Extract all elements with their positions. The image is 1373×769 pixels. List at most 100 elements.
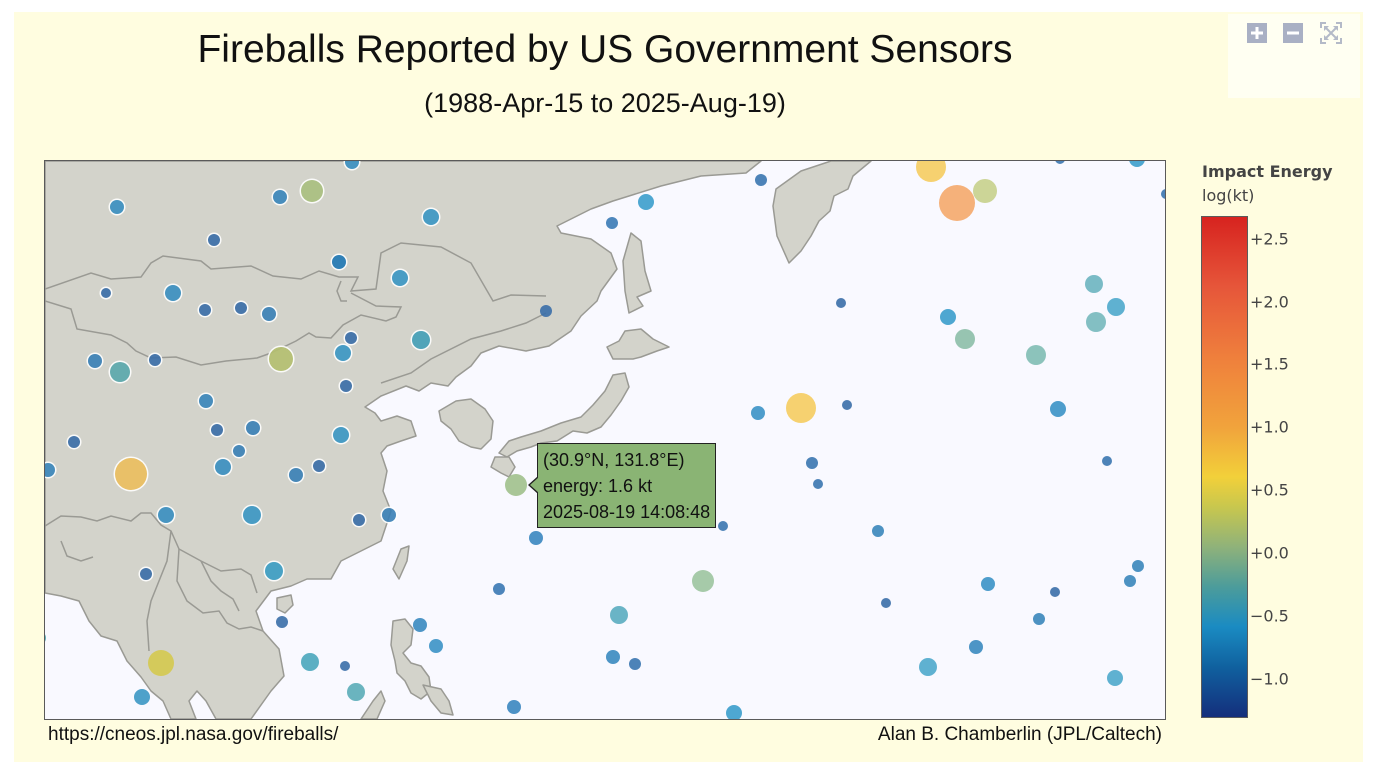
- fireball-marker[interactable]: [755, 174, 767, 186]
- source-link[interactable]: https://cneos.jpl.nasa.gov/fireballs/: [48, 724, 339, 745]
- colorbar-tick-label: −0.5: [1250, 606, 1289, 626]
- fireball-marker[interactable]: [149, 354, 161, 366]
- fireball-marker[interactable]: [101, 288, 111, 298]
- fireball-marker[interactable]: [392, 270, 408, 286]
- fireball-marker[interactable]: [1161, 189, 1165, 199]
- fireball-marker[interactable]: [955, 329, 975, 349]
- fireball-marker[interactable]: [1033, 613, 1045, 625]
- fireball-marker[interactable]: [412, 331, 430, 349]
- fireball-marker[interactable]: [382, 508, 396, 522]
- fireball-marker[interactable]: [1085, 275, 1103, 293]
- fireball-marker[interactable]: [610, 606, 628, 624]
- geo-map[interactable]: [44, 160, 1166, 720]
- fireball-marker[interactable]: [981, 577, 995, 591]
- fireball-marker[interactable]: [158, 507, 174, 523]
- fireball-marker[interactable]: [529, 531, 543, 545]
- fireball-marker[interactable]: [606, 217, 618, 229]
- fireball-marker[interactable]: [110, 362, 130, 382]
- fireball-marker[interactable]: [333, 427, 349, 443]
- fireball-marker[interactable]: [246, 421, 260, 435]
- fireball-marker[interactable]: [215, 459, 231, 475]
- fireball-marker[interactable]: [423, 209, 439, 225]
- fireball-marker[interactable]: [881, 598, 891, 608]
- fireball-marker[interactable]: [140, 568, 152, 580]
- fireball-marker[interactable]: [940, 309, 956, 325]
- fireball-marker[interactable]: [208, 234, 220, 246]
- fireball-marker[interactable]: [1124, 575, 1136, 587]
- fireball-marker[interactable]: [916, 161, 946, 182]
- fireball-marker[interactable]: [265, 562, 283, 580]
- fireball-marker[interactable]: [1086, 312, 1106, 332]
- fireball-marker[interactable]: [335, 345, 351, 361]
- fireball-marker[interactable]: [1026, 345, 1046, 365]
- colorbar-tick-label: +2.0: [1250, 292, 1289, 312]
- fireball-marker[interactable]: [939, 185, 975, 221]
- reset-view-button[interactable]: [1319, 21, 1343, 45]
- fireball-marker[interactable]: [345, 332, 357, 344]
- fireball-marker[interactable]: [786, 393, 816, 423]
- land-masses: [45, 161, 872, 719]
- fireball-marker[interactable]: [842, 400, 852, 410]
- fireball-marker[interactable]: [340, 661, 350, 671]
- fireball-marker[interactable]: [1129, 161, 1145, 167]
- fireball-marker[interactable]: [1132, 560, 1144, 572]
- fireball-marker[interactable]: [233, 445, 245, 457]
- fireball-marker[interactable]: [973, 179, 997, 203]
- fireball-marker[interactable]: [692, 570, 714, 592]
- fireball-marker[interactable]: [301, 180, 323, 202]
- fireball-marker[interactable]: [813, 479, 823, 489]
- fireball-marker[interactable]: [493, 583, 505, 595]
- fireball-marker[interactable]: [301, 653, 319, 671]
- fireball-marker[interactable]: [115, 458, 147, 490]
- fireball-marker[interactable]: [347, 683, 365, 701]
- fireball-marker[interactable]: [751, 406, 765, 420]
- fireball-marker[interactable]: [332, 255, 346, 269]
- fireball-marker[interactable]: [313, 460, 325, 472]
- fireball-marker[interactable]: [276, 616, 288, 628]
- fireball-marker[interactable]: [110, 200, 124, 214]
- fireball-marker[interactable]: [211, 424, 223, 436]
- fireball-marker[interactable]: [289, 468, 303, 482]
- fireball-marker[interactable]: [969, 640, 983, 654]
- fireball-marker[interactable]: [273, 190, 287, 204]
- fireball-marker[interactable]: [165, 285, 181, 301]
- fireball-marker[interactable]: [148, 650, 174, 676]
- fireball-marker[interactable]: [1050, 587, 1060, 597]
- fireball-marker[interactable]: [1107, 298, 1125, 316]
- fireball-marker[interactable]: [1102, 456, 1112, 466]
- fireball-marker[interactable]: [199, 394, 213, 408]
- fireball-marker[interactable]: [340, 380, 352, 392]
- fireball-marker[interactable]: [919, 658, 937, 676]
- fireball-marker[interactable]: [718, 521, 728, 531]
- fireball-marker[interactable]: [134, 689, 150, 705]
- fireball-marker[interactable]: [45, 631, 46, 645]
- fireball-marker[interactable]: [505, 474, 527, 496]
- fireball-marker[interactable]: [353, 514, 365, 526]
- fireball-marker[interactable]: [345, 161, 359, 169]
- fireball-marker[interactable]: [1055, 161, 1065, 164]
- fireball-marker[interactable]: [507, 700, 521, 714]
- fireball-marker[interactable]: [836, 298, 846, 308]
- fireball-marker[interactable]: [413, 618, 427, 632]
- fireball-marker[interactable]: [606, 650, 620, 664]
- fireball-marker[interactable]: [638, 194, 654, 210]
- fireball-marker[interactable]: [262, 307, 276, 321]
- fireball-marker[interactable]: [1050, 401, 1066, 417]
- fireball-marker[interactable]: [88, 354, 102, 368]
- fireball-marker[interactable]: [1107, 670, 1123, 686]
- fireball-marker[interactable]: [235, 302, 247, 314]
- zoom-in-button[interactable]: [1247, 23, 1267, 43]
- fireball-marker[interactable]: [243, 506, 261, 524]
- zoom-out-button[interactable]: [1283, 23, 1303, 43]
- fireball-marker[interactable]: [429, 639, 443, 653]
- colorbar-unit: log(kt): [1202, 186, 1255, 205]
- fireball-marker[interactable]: [199, 304, 211, 316]
- fireball-marker[interactable]: [872, 525, 884, 537]
- fireball-marker[interactable]: [68, 436, 80, 448]
- fireball-marker[interactable]: [806, 457, 818, 469]
- fireball-marker[interactable]: [726, 705, 742, 719]
- fireball-marker[interactable]: [45, 463, 55, 477]
- fireball-marker[interactable]: [629, 658, 641, 670]
- fireball-marker[interactable]: [269, 347, 293, 371]
- fireball-marker[interactable]: [540, 305, 552, 317]
